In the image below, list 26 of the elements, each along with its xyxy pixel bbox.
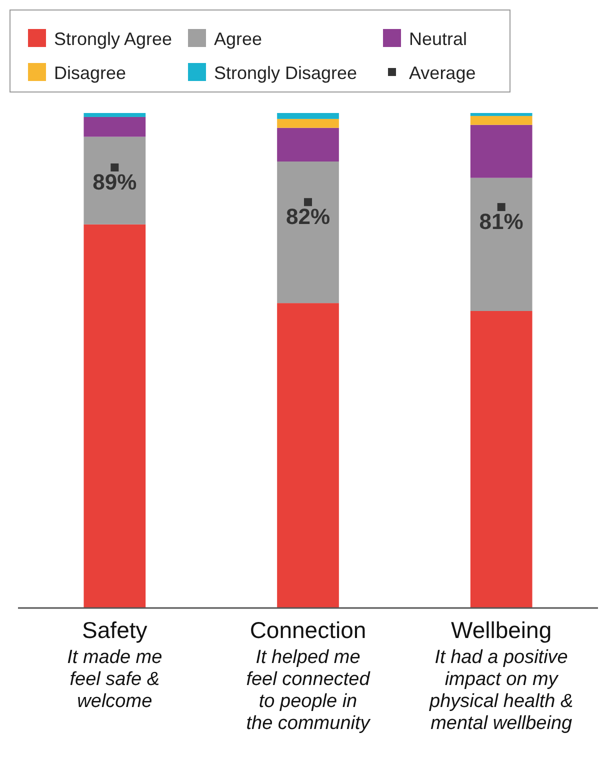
bar: [84, 136, 146, 224]
bar: [277, 113, 339, 119]
legend-label: Average: [409, 63, 476, 83]
x-tick-label: Connection It helped me feel connected to people in the community: [246, 617, 372, 734]
bar: [470, 124, 532, 178]
bar: [470, 113, 532, 116]
legend-label: Strongly Agree: [54, 29, 172, 49]
bar: [470, 178, 532, 311]
legend-label: Strongly Disagree: [214, 63, 358, 83]
legend-label: Agree: [214, 29, 262, 49]
data-label: 82%: [286, 204, 330, 230]
data-label: 89%: [92, 169, 137, 194]
bar: [277, 118, 339, 128]
bar: [277, 128, 339, 162]
x-tick-label: Safety It made me feel safe & welcome: [67, 617, 162, 712]
bar: [84, 116, 146, 137]
bar: [84, 113, 146, 117]
bar: [470, 311, 532, 608]
bar: [277, 162, 339, 304]
data-label: 81%: [479, 209, 524, 234]
bar: [470, 116, 532, 125]
x-tick-label: Wellbeing It had a positive impact on my physical health & mental wellbeing: [428, 617, 574, 734]
bar: [84, 224, 146, 608]
legend-label: Neutral: [409, 29, 468, 49]
legend-label: Disagree: [54, 63, 126, 83]
bar: [277, 303, 339, 608]
